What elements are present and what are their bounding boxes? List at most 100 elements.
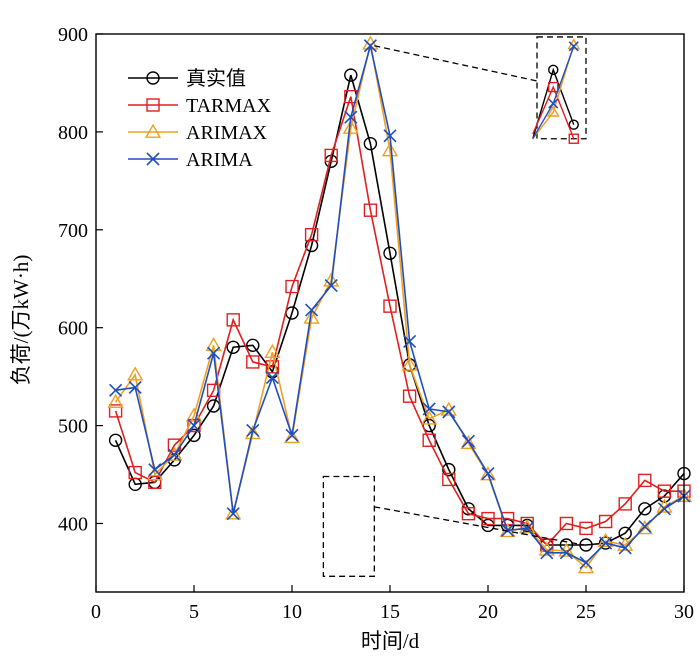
inset-point [548, 64, 559, 76]
data-point [207, 346, 221, 360]
legend-marker [146, 152, 160, 166]
data-point [442, 405, 456, 419]
inset-point [568, 41, 579, 52]
data-point [657, 484, 672, 498]
data-point [246, 338, 260, 353]
data-point [638, 473, 652, 488]
data-point [226, 313, 240, 327]
data-point [304, 238, 319, 253]
legend-item-3: ARIMA [128, 149, 253, 171]
data-point [285, 428, 299, 442]
data-point [559, 546, 573, 560]
x-tick-label: 25 [576, 601, 596, 623]
data-point [246, 355, 260, 369]
data-point [479, 466, 497, 481]
data-point [324, 148, 338, 163]
legend-marker [144, 123, 162, 138]
x-tick-label: 0 [91, 601, 101, 623]
data-point [657, 502, 671, 516]
data-point [422, 433, 436, 447]
data-point [167, 448, 181, 462]
data-point [598, 514, 613, 529]
data-point [618, 541, 632, 555]
x-tick-label: 20 [478, 601, 498, 623]
axes: 0 5 10 15 20 25 30 400 500 600 700 800 900 [58, 24, 694, 623]
data-point [324, 279, 338, 293]
data-point [460, 434, 477, 450]
data-point [599, 536, 613, 550]
data-point [519, 519, 536, 534]
data-point [225, 505, 242, 520]
data-point [264, 343, 281, 359]
y-tick-label: 600 [58, 318, 88, 340]
data-point [342, 119, 359, 134]
data-point [128, 465, 142, 480]
data-point [579, 521, 593, 536]
inset-layer [322, 36, 587, 577]
legend-item-2: ARIMAX [128, 122, 268, 144]
data-point [579, 556, 593, 570]
zoom-box [536, 36, 587, 140]
x-tick-label: 15 [380, 601, 400, 623]
series-layer [107, 35, 693, 574]
legend-label: 真实值 [186, 67, 246, 90]
legend-label: TARMAX [186, 95, 272, 117]
data-point [383, 129, 397, 143]
data-point [285, 279, 299, 294]
inset-point [548, 98, 559, 109]
data-point [166, 446, 183, 461]
data-point [461, 506, 476, 521]
data-point [283, 429, 301, 444]
x-tick-label: 10 [282, 601, 302, 623]
data-point [246, 423, 260, 438]
data-point [481, 466, 495, 481]
y-tick-label: 400 [58, 513, 88, 535]
data-point [148, 475, 162, 490]
data-point [226, 507, 240, 521]
inset-series-0 [532, 64, 579, 139]
zoom-connector [374, 45, 538, 82]
data-point [618, 497, 632, 511]
data-point [442, 462, 456, 477]
data-point [226, 340, 240, 354]
legend-marker [146, 71, 160, 85]
data-point [381, 142, 399, 157]
x-axis-title: 时间/d [361, 629, 420, 653]
data-point [344, 68, 358, 82]
data-point [127, 366, 144, 381]
inset-series-2 [532, 38, 581, 140]
data-point [148, 463, 162, 477]
inset-point [568, 133, 579, 144]
y-axis-title: 负荷/(万kW·h) [9, 255, 33, 386]
data-point [638, 502, 652, 516]
inset-line [532, 67, 575, 139]
data-point [304, 227, 319, 242]
legend-item-1: TARMAX [128, 95, 272, 117]
data-point [401, 356, 418, 371]
data-point [363, 203, 378, 217]
data-point [540, 546, 554, 560]
data-point [383, 246, 397, 260]
data-point [363, 39, 377, 53]
data-point [205, 336, 222, 352]
data-point [108, 433, 123, 447]
data-point [187, 418, 201, 433]
data-point [442, 472, 456, 487]
data-point [107, 393, 124, 408]
inset-point [546, 105, 560, 117]
zoom-connector [374, 506, 585, 546]
y-tick-label: 900 [58, 24, 88, 46]
data-point [520, 521, 534, 535]
data-point [128, 380, 142, 394]
series-line [114, 74, 685, 546]
data-point [305, 303, 319, 317]
x-tick-label: 30 [674, 601, 694, 623]
series-3 [109, 39, 691, 570]
data-point [461, 434, 475, 448]
inset-point [568, 119, 579, 130]
legend-item-0: 真实值 [128, 67, 246, 90]
plot-frame [95, 33, 685, 593]
legend-label: ARIMA [186, 149, 253, 171]
data-point [481, 511, 495, 526]
